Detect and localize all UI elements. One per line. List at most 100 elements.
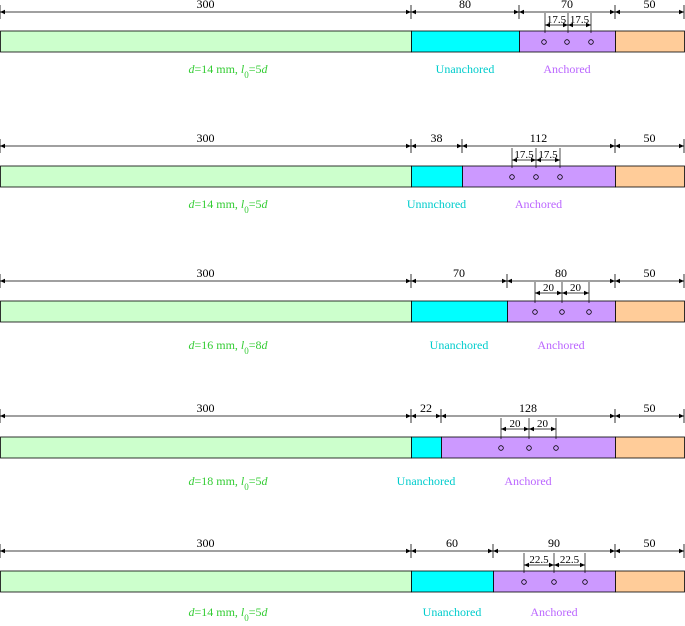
dimension-arrow: [615, 548, 620, 554]
caption-l: l: [241, 474, 245, 488]
dimension-label: 300: [197, 0, 215, 11]
dimension-label: 50: [644, 266, 656, 280]
caption-d: d: [188, 62, 195, 76]
spacing-label: 20: [543, 282, 555, 294]
grip-segment: [615, 436, 685, 459]
caption-d: d: [188, 197, 195, 211]
unanchored-label: Unanchored: [423, 605, 482, 619]
dimension-arrow: [679, 548, 684, 554]
unanchored-label: Unanchored: [436, 62, 495, 76]
unanchored-label: Unanchored: [397, 474, 456, 488]
spacing-arrow: [529, 426, 534, 432]
dimension-arrow: [502, 278, 507, 284]
dimension-arrow: [679, 278, 684, 284]
specimen-caption: d=14 mm, l0=5d: [188, 197, 268, 215]
dimension-label: 300: [197, 536, 215, 550]
caption-d: d: [188, 605, 195, 619]
dimension-label: 112: [530, 131, 548, 145]
dimension-arrow: [615, 278, 620, 284]
anchored-label: Anchored: [504, 474, 551, 488]
dimension-arrow: [679, 9, 684, 15]
unanchored-segment: [411, 300, 508, 323]
bolt-hole: [582, 579, 588, 585]
dimension-arrow: [406, 9, 411, 15]
spacing-arrow: [512, 157, 517, 163]
caption-l-unit: d: [262, 338, 269, 352]
dimension-arrow: [0, 143, 5, 149]
dimension-label: 300: [197, 401, 215, 415]
dimension-arrow: [406, 278, 411, 284]
grip-segment: [615, 570, 685, 593]
dimension-label: 300: [197, 131, 215, 145]
dimension-arrow: [0, 413, 5, 419]
dimension-arrow: [462, 143, 467, 149]
dimension-label: 38: [431, 131, 443, 145]
dimension-label: 60: [446, 536, 458, 550]
bolt-hole: [526, 445, 532, 451]
dimension-arrow: [436, 413, 441, 419]
dimension-line: 300 70 80 50: [0, 266, 685, 288]
dimension-arrow: [615, 9, 620, 15]
free-length-segment: [0, 436, 412, 459]
unanchored-segment: [411, 436, 442, 459]
dimension-line: 300 60 90 50: [0, 536, 685, 558]
dimension-line: 300 80 70 50: [0, 0, 685, 19]
spacing-arrow: [531, 157, 536, 163]
dimension-arrow: [406, 143, 411, 149]
dimension-arrow: [441, 413, 446, 419]
bolt-hole: [498, 445, 504, 451]
dimension-arrow: [406, 548, 411, 554]
dimension-arrow: [0, 9, 5, 15]
caption-sub: 0: [244, 205, 249, 215]
caption-l-value: =8: [249, 338, 262, 352]
spacing-arrow: [586, 22, 591, 28]
bolt-hole: [553, 445, 559, 451]
dimension-arrow: [519, 9, 524, 15]
dimension-arrow: [610, 9, 615, 15]
bolt-hole: [541, 39, 547, 45]
specimen-caption: d=14 mm, l0=5d: [188, 605, 268, 621]
dimension-arrow: [514, 9, 519, 15]
caption-d-value: =18 mm,: [194, 474, 240, 488]
dimension-arrow: [457, 143, 462, 149]
spacing-label: 17.5: [538, 149, 558, 161]
bolt-spacing-dimension: 20 20: [534, 282, 590, 303]
anchored-segment: [441, 436, 616, 459]
spacing-label: 22.5: [560, 554, 580, 566]
bolt-hole: [551, 579, 557, 585]
caption-l: l: [241, 605, 245, 619]
dimension-arrow: [411, 278, 416, 284]
spacing-arrow: [554, 562, 559, 568]
unanchored-segment: [411, 30, 520, 53]
dimension-label: 70: [453, 266, 465, 280]
spacing-arrow: [562, 290, 567, 296]
dimension-label: 80: [555, 266, 567, 280]
spacing-arrow: [501, 426, 506, 432]
caption-l-value: =5: [249, 197, 262, 211]
caption-d-value: =14 mm,: [194, 197, 240, 211]
unanchored-label: Unnnchored: [407, 197, 466, 211]
dimension-arrow: [411, 413, 416, 419]
caption-l: l: [241, 197, 245, 211]
caption-l-value: =5: [249, 474, 262, 488]
bolt-hole: [557, 174, 563, 180]
free-length-segment: [0, 165, 412, 188]
free-length-segment: [0, 300, 412, 323]
dimension-arrow: [679, 143, 684, 149]
dimension-line: 300 38 112 50: [0, 131, 685, 153]
dimension-arrow: [610, 143, 615, 149]
caption-d-value: =16 mm,: [194, 338, 240, 352]
caption-l-unit: d: [262, 605, 269, 619]
bolt-spacing-dimension: 17.5 17.5: [544, 13, 592, 33]
anchored-segment: [493, 570, 616, 593]
anchored-segment: [507, 300, 616, 323]
bolt-hole: [564, 39, 570, 45]
dimension-label: 70: [561, 0, 573, 11]
spacing-arrow: [555, 157, 560, 163]
unanchored-segment: [411, 165, 463, 188]
dimension-arrow: [411, 9, 416, 15]
bolt-spacing-dimension: 20 20: [500, 418, 557, 439]
